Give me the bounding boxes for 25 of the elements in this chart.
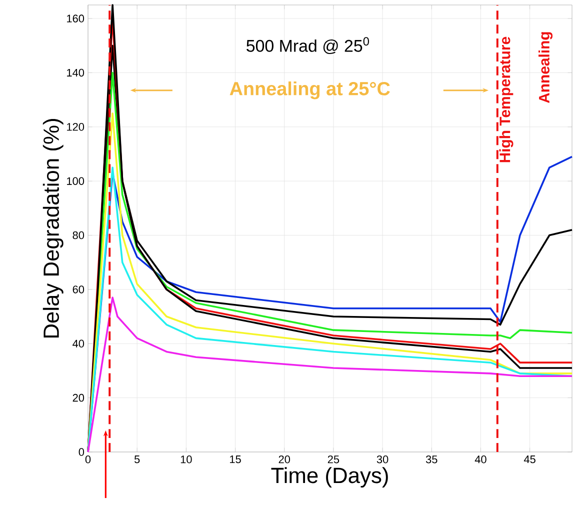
y-tick-label: 160 bbox=[67, 14, 84, 22]
y-tick-label: 0 bbox=[78, 448, 84, 456]
y-tick-label: 100 bbox=[67, 177, 84, 185]
x-tick-label: 35 bbox=[426, 456, 438, 464]
annotation: Annealing at 25°C bbox=[230, 81, 390, 100]
x-tick-label: 40 bbox=[474, 456, 486, 464]
x-axis-title: Time (Days) bbox=[271, 467, 388, 488]
x-tick-label: 0 bbox=[85, 456, 91, 464]
y-axis-title: Delay Degradation (%) bbox=[42, 119, 64, 338]
y-tick-label: 40 bbox=[72, 340, 84, 348]
x-tick-label: 20 bbox=[278, 456, 290, 464]
y-tick-label: 120 bbox=[67, 123, 84, 131]
text: 500 Mrad @ 25$^{0}$ bbox=[246, 37, 369, 54]
y-tick-label: 60 bbox=[72, 286, 84, 294]
x-tick-label: 30 bbox=[376, 456, 388, 464]
y-tick-label: 140 bbox=[67, 68, 84, 77]
x-tick-label: 15 bbox=[230, 456, 241, 464]
y-tick-label: 20 bbox=[72, 394, 84, 402]
x-tick-label: 10 bbox=[180, 456, 192, 464]
x-tick-label: 5 bbox=[134, 456, 140, 464]
annotation: High Temperature bbox=[499, 36, 514, 162]
x-tick-label: 25 bbox=[328, 456, 340, 464]
annotation: Annealing bbox=[538, 32, 553, 104]
y-tick-label: 80 bbox=[72, 231, 84, 240]
x-tick-label: 45 bbox=[524, 456, 536, 464]
